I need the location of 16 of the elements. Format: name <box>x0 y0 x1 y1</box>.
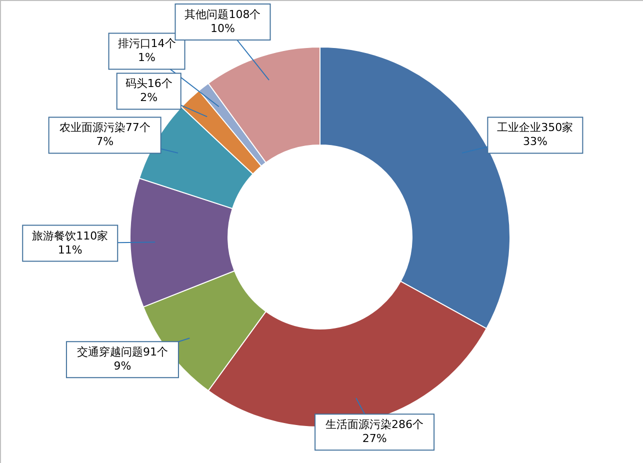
slice-label: 其他问题108个 <box>184 8 261 21</box>
data-label: 7% <box>96 135 114 148</box>
slice-label: 旅游餐饮110家 <box>32 229 108 242</box>
slice-label: 生活面源污染286个 <box>326 418 424 432</box>
slice-label: 农业面源污染77个 <box>59 121 150 134</box>
data-label: 9% <box>114 360 132 373</box>
slice-label: 码头16个 <box>125 77 172 90</box>
slice-label: 排污口14个 <box>118 37 176 50</box>
data-label: 1% <box>138 51 156 64</box>
data-label: 11% <box>58 243 82 256</box>
data-label: 27% <box>362 432 387 446</box>
data-label: 10% <box>210 22 235 35</box>
slice-label: 交通穿越问题91个 <box>76 346 168 359</box>
data-label: 33% <box>522 135 548 148</box>
slice-label: 工业企业350家 <box>497 121 574 134</box>
data-label: 2% <box>140 91 158 104</box>
